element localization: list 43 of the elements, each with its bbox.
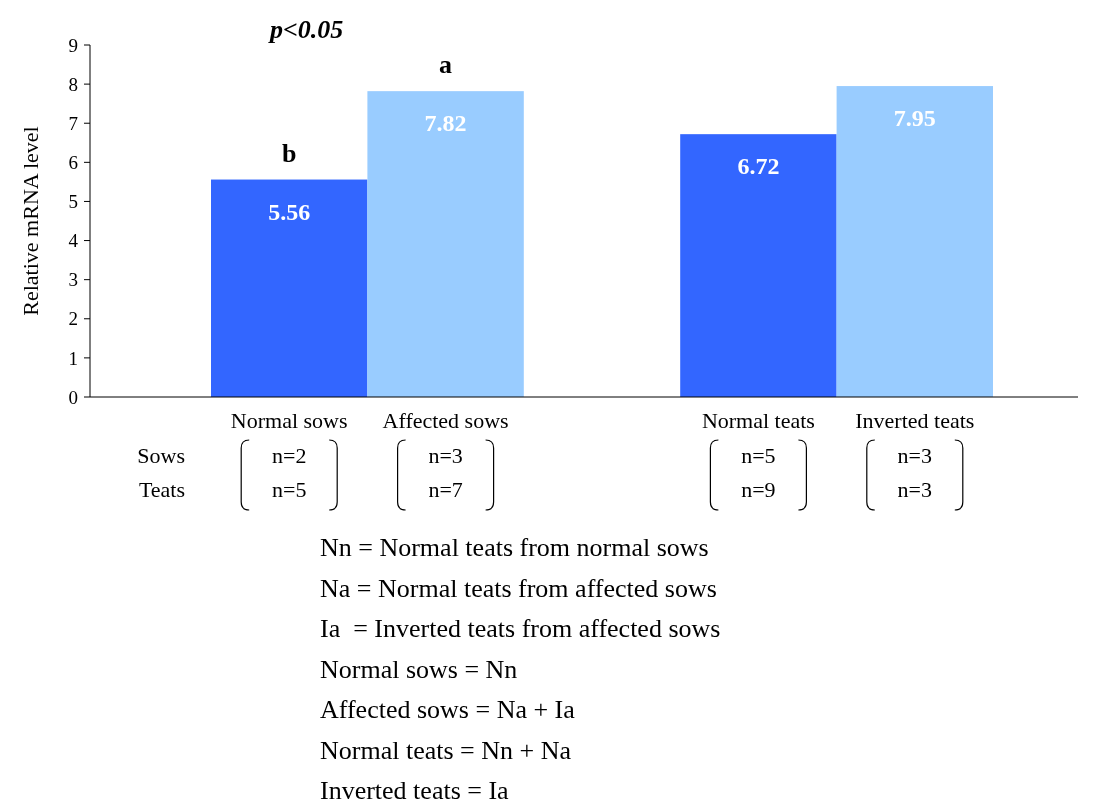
y-tick-label: 7 <box>68 112 78 134</box>
text: Sows <box>137 443 185 468</box>
x-tick-label: Affected sows <box>382 408 509 433</box>
y-tick-label: 0 <box>68 386 78 408</box>
text: Normal sows = Nn <box>320 654 518 684</box>
text: Ia = Inverted teats from affected sows <box>320 614 721 643</box>
y-tick-label: 9 <box>68 34 78 56</box>
text: n=3 <box>897 477 933 502</box>
text: Affected sows = Na + Ia <box>320 695 576 724</box>
text: Nn = Normal teats from normal sows <box>320 533 709 562</box>
x-tick-label: Inverted teats <box>855 408 975 433</box>
data-label: 7.82 <box>424 110 467 137</box>
text: n=2 <box>271 443 307 468</box>
data-label: 5.56 <box>268 198 311 225</box>
y-tick-label: 8 <box>68 73 78 95</box>
bar <box>211 179 368 397</box>
y-tick-label: 3 <box>68 269 78 291</box>
text: Teats <box>138 477 185 502</box>
annotation: a <box>439 50 453 80</box>
y-axis-title: Relative mRNA level <box>18 126 43 316</box>
y-tick-label: 5 <box>68 191 78 213</box>
data-label: 6.72 <box>737 153 780 180</box>
data-label: 7.95 <box>893 105 936 132</box>
bar <box>367 91 524 397</box>
x-tick-label: Normal sows <box>230 408 348 433</box>
text: Na = Normal teats from affected sows <box>320 573 717 603</box>
bar <box>836 86 993 397</box>
text: Inverted teats = Ia <box>320 776 510 805</box>
x-tick-label: Normal teats <box>701 408 815 433</box>
chart-title: p<0.05 <box>268 15 344 44</box>
y-tick-label: 2 <box>68 308 78 330</box>
text: n=3 <box>428 443 463 468</box>
annotation: b <box>281 138 297 168</box>
y-tick-label: 4 <box>68 230 79 252</box>
text: Normal teats = Nn + Na <box>320 735 572 765</box>
text: n=5 <box>741 443 776 468</box>
text: n=3 <box>897 443 933 468</box>
text: n=7 <box>428 477 463 502</box>
y-tick-label: 6 <box>68 151 78 173</box>
text: n=9 <box>741 477 776 502</box>
bar <box>680 134 837 397</box>
text: n=5 <box>271 477 307 502</box>
y-tick-label: 1 <box>68 347 78 369</box>
